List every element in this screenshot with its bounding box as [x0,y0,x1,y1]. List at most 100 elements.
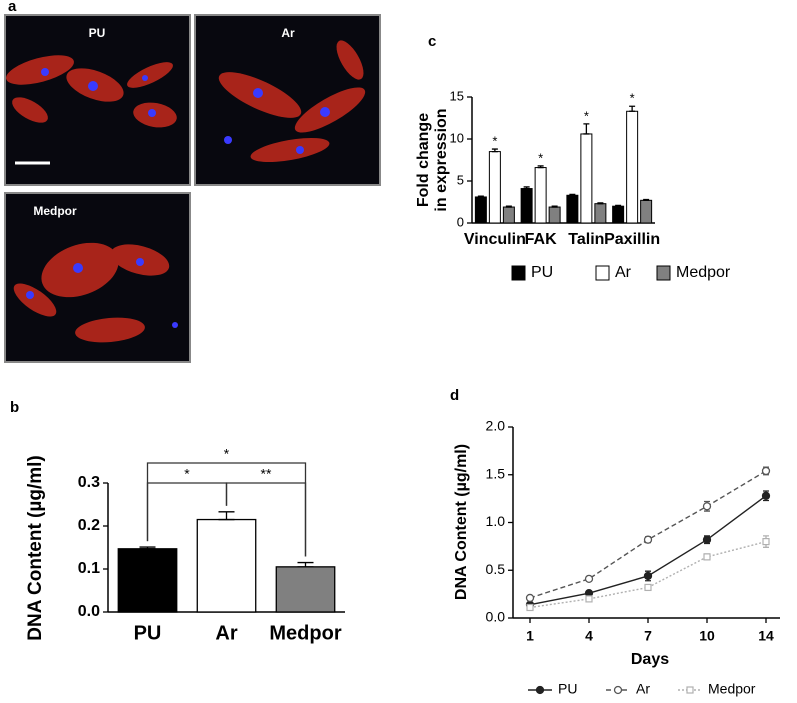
error-bar [537,165,544,169]
bar [488,151,501,224]
y-tick-label: 10 [450,130,464,145]
panel-letter: c [428,33,436,50]
significance-label: ** [261,466,272,482]
bar [117,548,178,613]
legend-label: PU [558,681,577,697]
significance-label: * [630,91,635,106]
x-tick-label: 14 [758,628,774,644]
x-tick-label: FAK [525,231,557,248]
marker [584,574,594,583]
panel-letter: b [10,399,19,416]
panel-letter: a [8,0,17,15]
y-tick-label: 0.1 [78,560,100,577]
bar [502,206,515,224]
marker [686,686,694,694]
significance-label: * [184,466,190,482]
bar [474,196,487,224]
error-bar [615,204,622,207]
legend-label: Medpor [676,264,731,281]
x-tick-label: 7 [644,628,652,644]
error-bar [491,148,498,153]
error-bar [505,205,512,208]
x-tick-label: PU [134,622,162,644]
significance-label: * [538,150,543,165]
y-tick-label: 0.2 [78,517,100,534]
y-tick-label: 0 [457,214,464,229]
significance-label: * [492,134,497,149]
y-tick-label: 5 [457,172,464,187]
y-tick-label: 2.0 [486,418,506,434]
y-tick-label: 0.0 [486,609,506,625]
marker [761,491,771,500]
bar [548,206,561,224]
bar [275,566,336,613]
bar [196,518,257,613]
marker [535,685,545,695]
bar [580,133,593,224]
y-axis-label: in expression [433,108,450,211]
marker [613,685,623,695]
x-tick-label: Medpor [269,622,341,644]
significance-label: * [224,446,230,462]
bar [566,194,579,224]
y-axis-label: Fold change [415,113,432,207]
error-bar [583,123,590,135]
panel-letter: d [450,387,459,404]
marker [762,537,770,546]
bar [594,203,607,224]
error-bar [477,195,484,198]
error-bar [139,546,156,550]
marker [702,535,712,544]
micrograph: PU [4,14,191,186]
y-tick-label: 1.0 [486,513,506,529]
y-tick-label: 0.5 [486,561,506,577]
bar [640,199,653,224]
y-axis-label: DNA Content (µg/ml) [453,444,470,600]
micrograph: Medpor [4,192,191,363]
legend-label: Medpor [708,681,756,697]
marker [702,502,712,511]
legend-label: Ar [615,264,632,281]
image-label: PU [89,26,106,40]
y-tick-label: 1.5 [486,465,506,481]
y-axis-label: DNA Content (µg/ml) [25,455,46,640]
x-tick-label: Talin [568,231,604,248]
legend-label: PU [531,264,553,281]
error-bar [218,511,235,521]
error-bar [597,202,604,205]
legend-swatch [656,265,671,281]
legend-swatch [511,265,526,281]
marker [644,583,652,592]
bar [612,205,625,224]
x-axis-label: Days [631,651,669,668]
legend-swatch [595,265,610,281]
bar [520,188,533,224]
error-bar [297,561,314,568]
significance-label: * [584,108,589,123]
x-tick-label: 1 [526,628,534,644]
x-tick-label: Vinculin [464,231,526,248]
marker [525,593,535,603]
y-tick-label: 0.3 [78,474,100,491]
error-bar [523,186,530,190]
y-tick-label: 15 [450,88,464,103]
legend-label: Ar [636,681,650,697]
x-tick-label: 4 [585,628,593,644]
micrograph: Ar [194,14,381,186]
error-bar [569,193,576,196]
x-tick-label: 10 [699,628,715,644]
bar [534,167,547,224]
marker [643,535,653,544]
marker [761,466,771,476]
marker [585,595,593,603]
marker [703,553,711,561]
image-label: Medpor [33,204,77,218]
image-label: Ar [281,26,295,40]
error-bar [643,198,650,201]
error-bar [629,105,636,112]
x-tick-label: Ar [215,622,237,644]
marker [526,603,534,612]
marker [643,571,653,581]
significance-bracket [146,462,307,557]
